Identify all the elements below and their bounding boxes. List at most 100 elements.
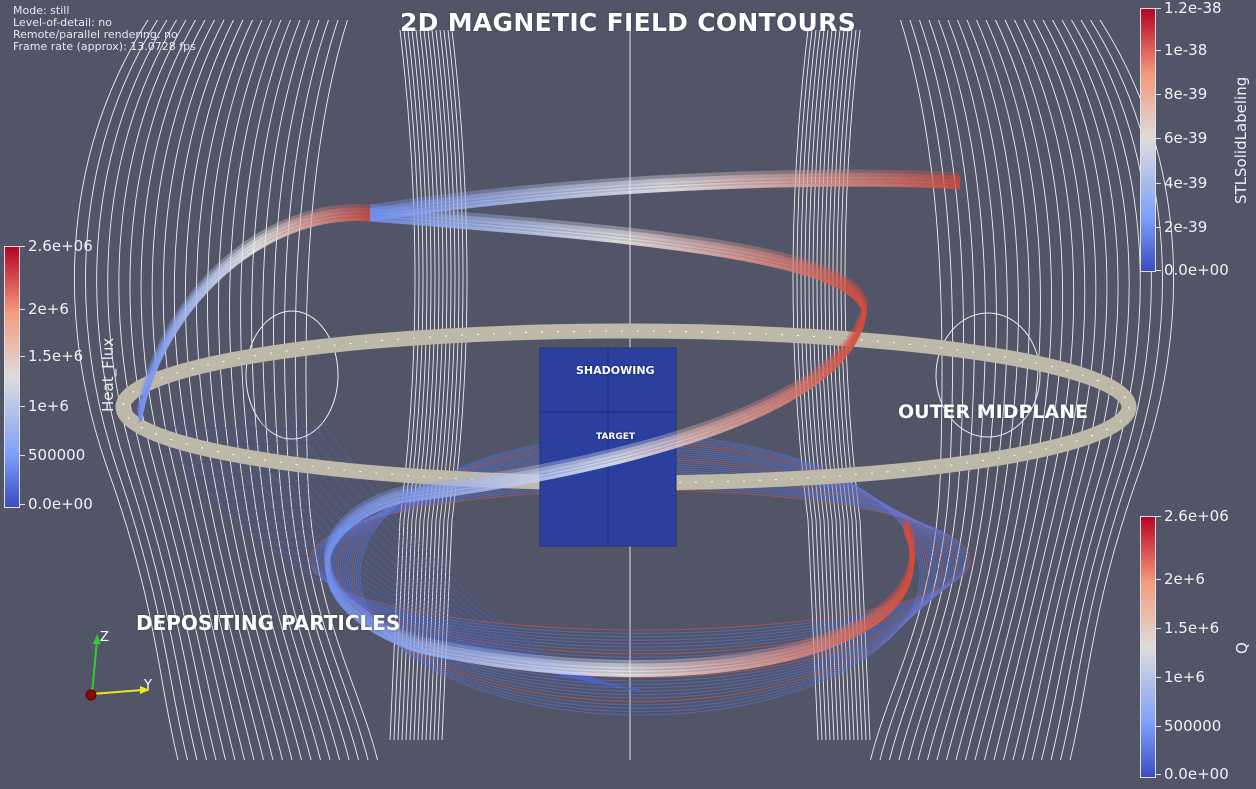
axis-y-label: Y: [144, 678, 152, 693]
heat-flux-tick-label: 1e+6: [28, 397, 69, 415]
helix-band: [138, 218, 371, 423]
field-line: [140, 19, 236, 761]
orientation-axes[interactable]: Z Y: [80, 628, 170, 708]
stl-tick-label: 1.2e-38: [1164, 0, 1222, 17]
field-line: [889, 19, 965, 761]
heat-flux-colorbar-title: Heat_Flux: [99, 337, 117, 412]
field-line: [262, 19, 340, 761]
field-line: [251, 19, 331, 761]
q-tickmark: [1156, 579, 1161, 580]
q-tick-label: 500000: [1164, 717, 1222, 735]
lod-text: Level-of-detail: no: [13, 16, 112, 29]
q-tickmark: [1156, 774, 1161, 775]
heat-flux-tickmark: [20, 246, 25, 247]
field-line: [1050, 19, 1152, 761]
field-line: [273, 19, 350, 761]
q-tick-label: 2e+6: [1164, 570, 1205, 588]
field-line: [283, 19, 359, 761]
remote-text: Remote/parallel rendering: no: [13, 28, 178, 41]
depositing-particles-label: DEPOSITING PARTICLES: [136, 611, 401, 635]
field-line: [984, 19, 1075, 761]
q-tickmark: [1156, 628, 1161, 629]
particle-trace: [299, 419, 641, 691]
stl-tickmark: [1156, 50, 1161, 51]
field-line: [305, 19, 378, 761]
field-line: [96, 19, 198, 761]
stl-tickmark: [1156, 227, 1161, 228]
helix-band: [369, 173, 961, 214]
field-line: [184, 19, 274, 761]
particle-trace: [319, 419, 641, 691]
q-colorbar-gradient: [1140, 516, 1156, 778]
shadowing-label: SHADOWING: [576, 364, 655, 377]
q-colorbar-title: Q: [1233, 642, 1251, 654]
field-line: [879, 19, 954, 761]
axis-z-label: Z: [100, 630, 109, 645]
field-line: [73, 19, 179, 761]
heat-flux-tick-label: 1.5e+6: [28, 347, 84, 365]
render-info: Mode: still Level-of-detail: no Remote/p…: [13, 5, 196, 53]
field-line: [946, 19, 1030, 761]
helix-band: [369, 218, 866, 504]
field-line: [162, 19, 255, 761]
heat-flux-tick-label: 2.6e+06: [28, 237, 93, 255]
field-line: [118, 19, 217, 761]
field-line: [129, 19, 226, 761]
q-tickmark: [1156, 516, 1161, 517]
stl-tickmark: [1156, 94, 1161, 95]
q-tickmark: [1156, 726, 1161, 727]
q-tick-label: 0.0e+00: [1164, 765, 1229, 783]
stl-colorbar-gradient: [1140, 8, 1156, 272]
stl-tickmark: [1156, 8, 1161, 9]
mode-text: Mode: still: [13, 4, 70, 17]
q-tick-label: 1.5e+6: [1164, 619, 1220, 637]
field-line: [218, 19, 302, 761]
field-line: [974, 19, 1064, 761]
field-line: [173, 19, 264, 761]
heat-flux-tickmark: [20, 406, 25, 407]
midplane-ring-dots: [122, 330, 1130, 484]
target-label: TARGET: [596, 432, 636, 442]
field-line: [151, 19, 245, 761]
field-line: [1022, 19, 1119, 761]
field-line: [917, 19, 997, 761]
heat-flux-tickmark: [20, 455, 25, 456]
outer-midplane-label: OUTER MIDPLANE: [898, 401, 1089, 423]
heat-flux-tick-label: 0.0e+00: [28, 495, 93, 513]
stl-colorbar-title: STLSolidLabeling: [1232, 76, 1250, 204]
field-line: [107, 19, 207, 761]
helix-band: [326, 500, 914, 678]
heat-flux-colorbar-gradient: [4, 246, 20, 508]
q-colorbar: 2.6e+06 2e+6 1.5e+6 1e+6 500000 0.0e+00 Q: [1140, 509, 1256, 786]
q-tickmark: [1156, 677, 1161, 678]
heat-flux-tick-label: 2e+6: [28, 300, 69, 318]
title-annotation: 2D MAGNETIC FIELD CONTOURS: [399, 8, 857, 37]
heat-flux-tickmark: [20, 504, 25, 505]
helix-band: [369, 180, 961, 219]
stl-tickmark: [1156, 183, 1161, 184]
particle-helix: [136, 169, 961, 678]
stl-tickmark: [1156, 138, 1161, 139]
stl-tickmark: [1156, 270, 1161, 271]
heat-flux-colorbar: 2.6e+06 2e+6 1.5e+6 1e+6 500000 0.0e+00 Heat_…: [4, 239, 124, 516]
field-line: [85, 19, 188, 761]
field-line: [1041, 19, 1141, 761]
stl-tick-label: 6e-39: [1164, 129, 1208, 147]
framerate-text: Frame rate (approx): 13.0728 fps: [13, 40, 196, 53]
q-tick-label: 2.6e+06: [1164, 507, 1229, 525]
stl-tick-label: 2e-39: [1164, 218, 1208, 236]
heat-flux-tick-label: 500000: [28, 446, 86, 464]
heat-flux-tickmark: [20, 309, 25, 310]
helix-band: [369, 176, 961, 217]
field-line: [1012, 19, 1108, 761]
field-line: [898, 19, 975, 761]
helix-band: [369, 183, 961, 222]
particle-trace: [309, 419, 641, 691]
field-line: [1031, 19, 1130, 761]
stl-tick-label: 0.0e+00: [1164, 261, 1229, 279]
field-contour-left: [245, 310, 339, 440]
field-contour-right: [935, 312, 1041, 438]
field-line: [1003, 19, 1097, 761]
stl-tick-label: 4e-39: [1164, 174, 1208, 192]
